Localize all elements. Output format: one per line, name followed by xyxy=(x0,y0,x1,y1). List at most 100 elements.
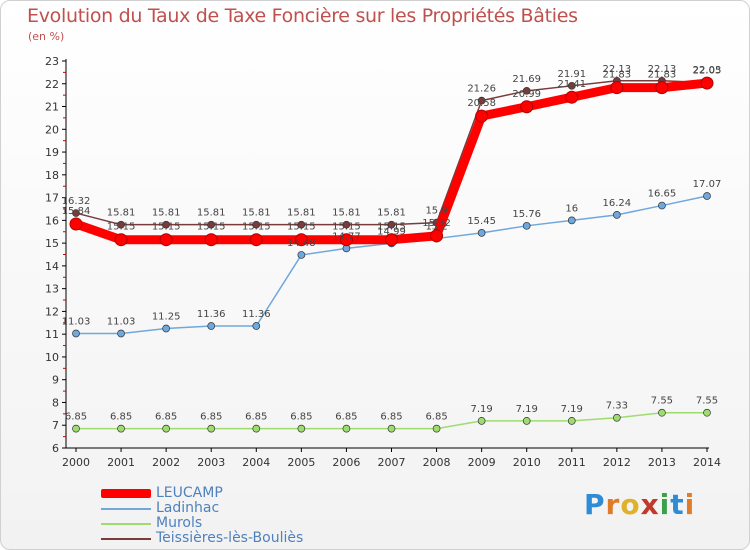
data-label-teissi-res-l-s-bouli-s: 15.81 xyxy=(107,208,136,219)
legend-label-ladinhac: Ladinhac xyxy=(156,500,220,516)
y-tick-label: 19 xyxy=(45,146,59,159)
data-label-murols: 6.85 xyxy=(245,412,267,423)
data-label-teissi-res-l-s-bouli-s: 21.26 xyxy=(467,84,496,95)
x-tick-label: 2013 xyxy=(648,456,676,469)
data-label-leucamp: 15.15 xyxy=(152,222,181,233)
data-point-leucamp xyxy=(339,233,353,247)
data-point-murols xyxy=(72,424,80,433)
data-label-ladinhac: 15.76 xyxy=(512,209,541,220)
data-point-murols xyxy=(522,417,531,425)
data-label-leucamp: 15.15 xyxy=(377,222,406,233)
data-label-leucamp: 15.32 xyxy=(422,218,451,229)
data-point-leucamp xyxy=(204,233,218,247)
legend-item-murols: Murols xyxy=(101,516,361,531)
data-label-teissi-res-l-s-bouli-s: 15.81 xyxy=(287,208,316,219)
data-label-teissi-res-l-s-bouli-s: 15.81 xyxy=(332,208,361,219)
x-tick-label: 2009 xyxy=(468,456,496,469)
y-tick-label: 12 xyxy=(45,305,59,318)
data-label-murols: 6.85 xyxy=(155,412,177,423)
data-label-murols: 6.85 xyxy=(425,412,447,423)
data-labels: 11.03 11.03 11.25 11.36 11.36 14.48 14.77 14.99… xyxy=(62,64,722,423)
data-label-murols: 6.85 xyxy=(290,412,312,423)
chart-title: Evolution du Taux de Taxe Foncière sur l… xyxy=(27,5,578,27)
data-label-teissi-res-l-s-bouli-s: 21.91 xyxy=(557,69,586,80)
data-point-leucamp xyxy=(430,229,444,243)
data-point-murols xyxy=(613,413,621,422)
data-point-ladinhac xyxy=(613,211,621,219)
data-label-leucamp: 21.83 xyxy=(648,70,677,81)
data-label-murols: 7.55 xyxy=(696,396,718,407)
data-label-leucamp: 21.41 xyxy=(557,79,586,90)
y-tick-label: 15 xyxy=(45,237,59,250)
logo-letter: t xyxy=(670,488,685,521)
data-label-leucamp: 21.83 xyxy=(603,70,632,81)
data-label-leucamp: 22.03 xyxy=(693,65,722,76)
data-point-murols xyxy=(387,424,396,433)
data-point-murols xyxy=(297,424,306,433)
data-label-murols: 6.85 xyxy=(65,412,87,423)
x-tick-label: 2000 xyxy=(62,456,90,469)
data-point-leucamp xyxy=(159,233,173,247)
data-point-teissi-res-l-s-bouli-s xyxy=(567,81,576,90)
y-tick-label: 21 xyxy=(45,101,59,114)
data-label-teissi-res-l-s-bouli-s: 15.81 xyxy=(197,208,226,219)
data-point-teissi-res-l-s-bouli-s xyxy=(522,86,531,95)
data-point-teissi-res-l-s-bouli-s xyxy=(162,220,170,229)
data-label-ladinhac: 11.03 xyxy=(62,316,91,327)
data-point-ladinhac xyxy=(207,322,216,330)
data-label-murols: 7.55 xyxy=(651,396,673,407)
data-point-ladinhac xyxy=(72,329,80,338)
x-tick-label: 2005 xyxy=(287,456,315,469)
data-point-ladinhac xyxy=(703,192,711,200)
y-tick-label: 13 xyxy=(45,283,59,296)
logo-letter: i xyxy=(659,488,671,521)
data-label-teissi-res-l-s-bouli-s: 15.9 xyxy=(425,206,447,217)
data-point-leucamp xyxy=(700,76,714,90)
legend-swatch-leucamp xyxy=(101,489,151,498)
proxiti-logo: Proxiti xyxy=(584,488,695,521)
y-tick-label: 17 xyxy=(45,192,59,205)
data-label-murols: 6.85 xyxy=(380,412,402,423)
data-label-ladinhac: 17.07 xyxy=(693,179,722,190)
legend-swatch-murols xyxy=(101,523,151,525)
data-label-ladinhac: 11.36 xyxy=(242,309,271,320)
logo-letter: x xyxy=(640,488,660,521)
data-point-leucamp xyxy=(385,233,398,247)
legend-item-ladinhac: Ladinhac xyxy=(101,501,361,516)
logo-letter: i xyxy=(684,488,696,521)
data-label-ladinhac: 15.45 xyxy=(467,216,496,227)
data-label-teissi-res-l-s-bouli-s: 15.81 xyxy=(152,208,181,219)
data-point-ladinhac xyxy=(477,229,486,237)
data-point-teissi-res-l-s-bouli-s xyxy=(72,209,80,217)
data-point-teissi-res-l-s-bouli-s xyxy=(342,220,351,229)
data-point-ladinhac xyxy=(252,322,261,330)
data-label-murols: 6.85 xyxy=(110,412,132,423)
legend-label-murols: Murols xyxy=(156,515,203,531)
x-tick-label: 2008 xyxy=(423,456,451,469)
data-label-leucamp: 15.15 xyxy=(107,222,136,233)
data-label-ladinhac: 14.77 xyxy=(332,231,361,242)
x-tick-label: 2010 xyxy=(513,456,541,469)
data-label-teissi-res-l-s-bouli-s: 21.69 xyxy=(512,74,541,85)
legend-label-teissieres: Teissières-lès-Bouliès xyxy=(156,530,304,546)
data-label-ladinhac: 16 xyxy=(565,203,578,214)
data-point-teissi-res-l-s-bouli-s xyxy=(207,220,216,229)
y-tick-label: 14 xyxy=(45,260,59,273)
data-point-leucamp xyxy=(610,81,624,95)
y-tick-label: 8 xyxy=(52,396,59,409)
data-label-ladinhac: 11.36 xyxy=(197,309,226,320)
data-label-leucamp: 15.15 xyxy=(287,222,316,233)
data-label-murols: 7.33 xyxy=(606,401,628,412)
data-point-murols xyxy=(703,408,711,417)
legend-item-teissieres: Teissières-lès-Bouliès xyxy=(101,531,361,546)
data-label-ladinhac: 16.65 xyxy=(648,189,677,200)
data-label-teissi-res-l-s-bouli-s: 22.13 xyxy=(648,64,677,75)
legend-item-leucamp: LEUCAMP xyxy=(101,486,361,501)
x-tick-label: 2001 xyxy=(107,456,135,469)
data-label-ladinhac: 11.03 xyxy=(107,316,136,327)
x-tick-label: 2003 xyxy=(197,456,225,469)
y-tick-label: 9 xyxy=(52,374,59,387)
x-tick-label: 2004 xyxy=(242,456,270,469)
unit-label: (en %) xyxy=(28,30,65,43)
